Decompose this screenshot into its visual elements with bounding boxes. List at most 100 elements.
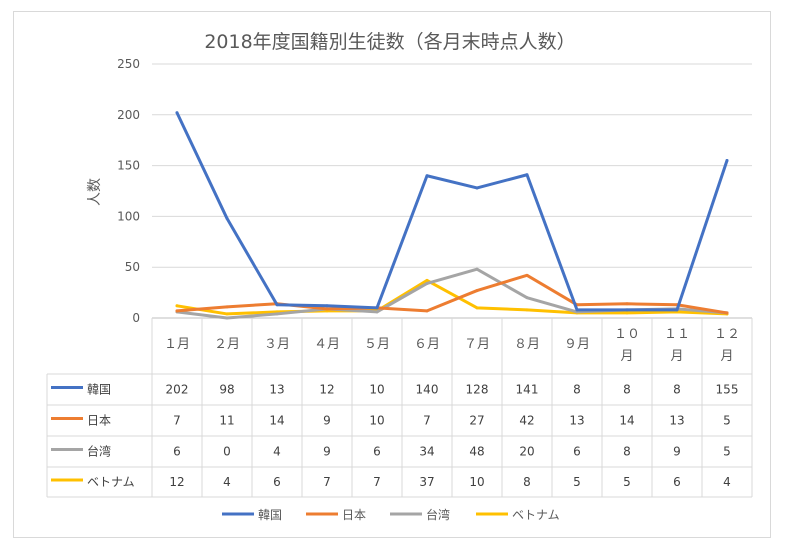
table-cell-value: 14 — [269, 414, 284, 428]
table-series-name: 台湾 — [87, 444, 111, 459]
y-tick-label: 250 — [117, 57, 140, 71]
x-category-label: １１ — [664, 327, 690, 342]
table-cell-value: 12 — [319, 383, 334, 397]
table-cell-value: 10 — [369, 383, 384, 397]
table-cell-value: 42 — [519, 414, 534, 428]
series-line — [175, 278, 729, 316]
table-cell-value: 14 — [619, 414, 634, 428]
chart-title: 2018年度国籍別生徒数（各月末時点人数） — [204, 31, 575, 53]
table-cell-value: 11 — [219, 414, 234, 428]
table-cell-value: 12 — [169, 475, 184, 489]
data-point — [225, 312, 229, 316]
data-point — [725, 159, 729, 163]
data-point — [425, 281, 429, 285]
table-cell-value: 10 — [469, 475, 484, 489]
table-cell-value: 6 — [673, 475, 681, 489]
data-point — [475, 306, 479, 310]
table-cell-value: 8 — [673, 383, 681, 397]
data-point — [325, 304, 329, 308]
data-point — [525, 273, 529, 277]
table-cell-value: 7 — [373, 475, 381, 489]
x-category-label: ４月 — [314, 337, 340, 352]
table-cell-value: 6 — [373, 445, 381, 459]
legend-item: 台湾 — [390, 507, 450, 522]
legend-label: 台湾 — [426, 507, 450, 522]
table-series-name: 韓国 — [87, 383, 111, 397]
table-cell-value: 48 — [469, 445, 484, 459]
table-cell-value: 13 — [269, 383, 284, 397]
chart-area — [13, 11, 771, 538]
data-point — [375, 306, 379, 310]
legend-item: ベトナム — [476, 508, 560, 522]
y-tick-label: 0 — [132, 311, 140, 325]
data-point — [225, 316, 229, 320]
data-point — [725, 311, 729, 315]
table-cell-value: 8 — [623, 383, 631, 397]
table-cell-value: 4 — [723, 475, 731, 489]
data-point — [525, 173, 529, 177]
table-cell-value: 8 — [573, 383, 581, 397]
table-series-name: ベトナム — [87, 475, 135, 489]
table-cell-value: 37 — [419, 475, 434, 489]
x-category-label: ２月 — [214, 337, 240, 352]
data-point — [625, 308, 629, 312]
x-category-label: 月 — [720, 349, 733, 364]
y-tick-label: 150 — [117, 159, 140, 173]
table-cell-value: 5 — [723, 445, 731, 459]
y-tick-label: 50 — [125, 260, 140, 274]
x-category-label: １２ — [714, 327, 740, 342]
table-cell-value: 155 — [716, 383, 739, 397]
table-cell-value: 5 — [623, 475, 631, 489]
data-point — [175, 304, 179, 308]
table-cell-value: 4 — [223, 475, 231, 489]
x-category-label: １０ — [614, 327, 640, 342]
x-category-label: 月 — [670, 349, 683, 364]
data-point — [425, 309, 429, 313]
data-point — [425, 174, 429, 178]
table-cell-value: 13 — [569, 414, 584, 428]
table-cell-value: 6 — [273, 475, 281, 489]
table-cell-value: 8 — [523, 475, 531, 489]
x-category-label: ５月 — [364, 337, 390, 352]
data-point — [325, 307, 329, 311]
table-cell-value: 34 — [419, 445, 434, 459]
series-line — [175, 111, 729, 312]
table-cell-value: 7 — [323, 475, 331, 489]
data-point — [475, 267, 479, 271]
data-point — [225, 305, 229, 309]
table-cell-value: 6 — [173, 445, 181, 459]
y-tick-label: 200 — [117, 108, 140, 122]
data-point — [175, 111, 179, 115]
table-cell-value: 0 — [223, 445, 231, 459]
table-series-name: 日本 — [87, 414, 111, 428]
legend-item: 日本 — [306, 508, 366, 522]
data-point — [275, 303, 279, 307]
legend-item: 韓国 — [222, 508, 282, 522]
data-point — [675, 308, 679, 312]
data-point — [225, 216, 229, 220]
table-cell-value: 8 — [623, 445, 631, 459]
x-category-label: １月 — [164, 337, 190, 352]
table-cell-value: 9 — [323, 445, 331, 459]
table-cell-value: 9 — [323, 414, 331, 428]
table-cell-value: 202 — [166, 383, 189, 397]
table-cell-value: 13 — [669, 414, 684, 428]
table-cell-value: 7 — [423, 414, 431, 428]
table-cell-value: 20 — [519, 445, 534, 459]
gridlines — [152, 63, 752, 319]
legend-label: ベトナム — [512, 508, 560, 522]
data-point — [625, 302, 629, 306]
table-cell-value: 98 — [219, 383, 234, 397]
data-point — [275, 312, 279, 316]
x-category-label: ３月 — [264, 337, 290, 352]
x-category-label: ６月 — [414, 337, 440, 352]
x-category-label: ７月 — [464, 337, 490, 352]
data-point — [375, 310, 379, 314]
data-point — [525, 296, 529, 300]
table-cell-value: 4 — [273, 445, 281, 459]
x-category-label: ８月 — [514, 337, 540, 352]
data-point — [475, 186, 479, 190]
legend-label: 日本 — [342, 508, 366, 522]
table-cell-value: 9 — [673, 445, 681, 459]
